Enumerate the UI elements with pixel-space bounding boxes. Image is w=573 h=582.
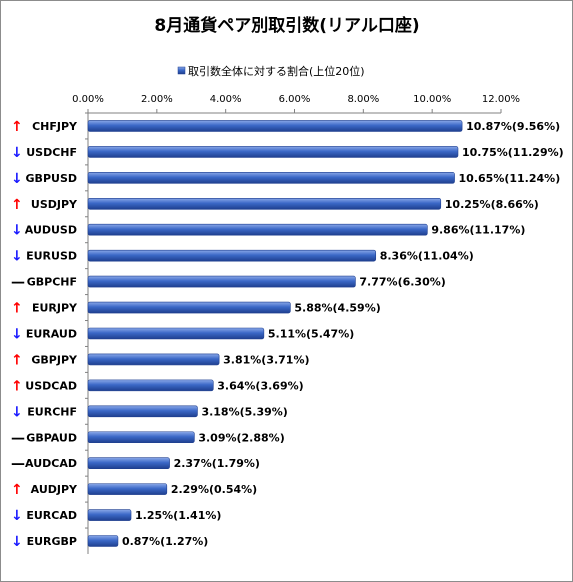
trend-up-icon: ↑ [11, 197, 23, 213]
category-label: EURUSD [26, 250, 77, 263]
trend-down-icon: ↓ [11, 145, 23, 161]
category-label: GBPJPY [31, 353, 78, 366]
bar [87, 301, 291, 314]
bar [87, 509, 132, 521]
category-label: AUDJPY [31, 483, 78, 496]
data-label: 10.65%(11.24%) [459, 172, 561, 185]
trend-flat-icon: — [11, 430, 25, 446]
data-label: 10.75%(11.29%) [462, 146, 564, 159]
trend-flat-icon: — [11, 275, 25, 291]
data-label: 9.86%(11.17%) [431, 224, 525, 237]
bar [87, 535, 119, 547]
bar [87, 483, 168, 495]
x-tick-label: 6.00% [279, 94, 311, 105]
data-label: 3.64%(3.69%) [217, 379, 303, 392]
trend-up-icon: ↑ [11, 378, 23, 394]
data-label: 5.11%(5.47%) [268, 327, 354, 340]
chart-title: 8月通貨ペア別取引数(リアル口座) [154, 15, 419, 36]
bar [87, 405, 198, 418]
x-tick-label: 10.00% [413, 94, 451, 105]
legend-label: 取引数全体に対する割合(上位20位) [188, 64, 365, 78]
trend-down-icon: ↓ [11, 326, 23, 342]
bar [87, 172, 455, 184]
category-label: GBPAUD [26, 431, 77, 444]
legend-swatch [177, 66, 186, 75]
trend-down-icon: ↓ [11, 508, 23, 524]
category-label: AUDCAD [25, 457, 77, 470]
trend-up-icon: ↑ [11, 119, 23, 135]
legend: 取引数全体に対する割合(上位20位) [177, 64, 365, 78]
trend-down-icon: ↓ [11, 404, 23, 420]
bar [87, 223, 428, 236]
trend-down-icon: ↓ [11, 223, 23, 239]
category-label: EURCHF [27, 405, 77, 418]
trend-down-icon: ↓ [11, 534, 23, 550]
data-label: 7.77%(6.30%) [359, 276, 445, 289]
x-tick-label: 0.00% [72, 94, 104, 105]
category-label: USDJPY [31, 198, 78, 211]
category-label: EURCAD [26, 509, 77, 522]
bar [87, 120, 463, 132]
trend-up-icon: ↑ [11, 482, 23, 498]
bar [87, 353, 220, 366]
bars: ↑ CHFJPY 10.87%(9.56%)↓ USDCHF 10.75%(11.29%… [11, 119, 564, 550]
x-axis: 0.00% 2.00% 4.00% 6.00% 8.00% 10.00% 12.00% [72, 94, 520, 554]
trend-up-icon: ↑ [11, 352, 23, 368]
category-label: EURAUD [26, 327, 77, 340]
data-label: 10.25%(8.66%) [445, 198, 539, 211]
data-label: 5.88%(4.59%) [294, 302, 380, 315]
data-label: 3.18%(5.39%) [201, 405, 287, 418]
category-label: EURJPY [32, 302, 78, 315]
trend-up-icon: ↑ [11, 301, 23, 317]
data-label: 10.87%(9.56%) [466, 120, 560, 133]
category-label: GBPUSD [26, 172, 77, 185]
trend-flat-icon: — [11, 456, 25, 472]
x-tick-label: 4.00% [210, 94, 242, 105]
category-label: USDCAD [25, 379, 77, 392]
data-label: 2.29%(0.54%) [171, 483, 257, 496]
data-label: 8.36%(11.04%) [380, 250, 474, 263]
trend-down-icon: ↓ [11, 171, 23, 187]
bar [87, 327, 265, 340]
bar [87, 457, 170, 469]
data-label: 2.37%(1.79%) [174, 457, 260, 470]
trend-down-icon: ↓ [11, 249, 23, 265]
data-label: 3.09%(2.88%) [198, 431, 284, 444]
bar [87, 249, 377, 262]
data-label: 3.81%(3.71%) [223, 353, 309, 366]
category-label: CHFJPY [32, 120, 78, 133]
category-label: EURGBP [27, 535, 77, 548]
x-tick-label: 12.00% [482, 94, 520, 105]
data-label: 1.25%(1.41%) [135, 509, 221, 522]
category-label: USDCHF [26, 146, 77, 159]
bar [87, 275, 356, 288]
category-label: GBPCHF [27, 276, 77, 289]
category-label: AUDUSD [25, 224, 77, 237]
x-tick-label: 8.00% [347, 94, 379, 105]
bar [87, 379, 214, 392]
data-label: 0.87%(1.27%) [122, 535, 208, 548]
bar [87, 197, 442, 210]
bar [87, 146, 459, 158]
bar [87, 431, 195, 444]
x-tick-label: 2.00% [141, 94, 173, 105]
